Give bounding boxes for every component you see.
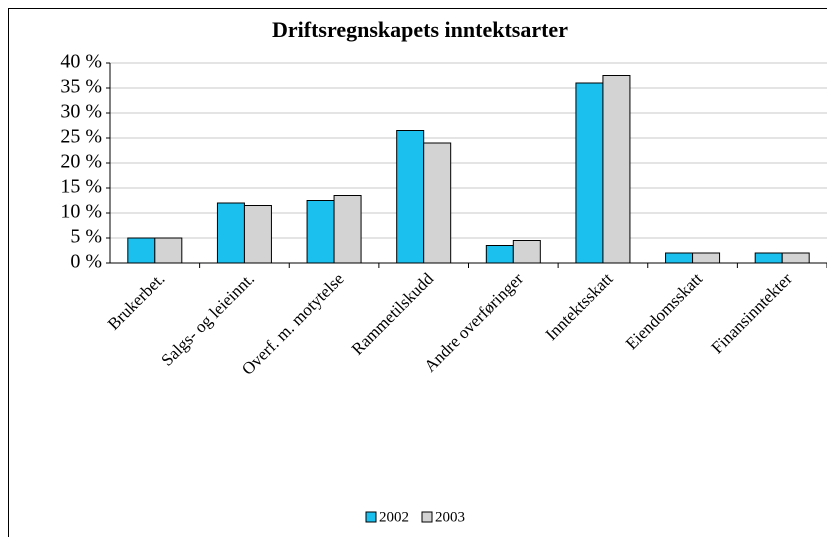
bar: [575, 82, 604, 264]
y-tick-label: 40 %: [60, 51, 102, 73]
legend-swatch: [421, 511, 433, 523]
legend-label: 2003: [435, 509, 465, 525]
bar: [216, 202, 245, 264]
bar: [306, 200, 335, 264]
bar: [243, 205, 272, 264]
y-tick-label: 10 %: [60, 201, 102, 223]
y-tick-label: 25 %: [60, 126, 102, 148]
y-tick-label: 15 %: [60, 176, 102, 198]
chart-frame: [8, 8, 827, 537]
legend-label: 2002: [379, 509, 409, 525]
bar: [692, 252, 721, 264]
y-tick-label: 0 %: [70, 251, 102, 273]
bar: [127, 237, 156, 264]
bar: [423, 142, 452, 264]
bar: [512, 240, 541, 264]
y-tick-label: 35 %: [60, 76, 102, 98]
y-tick-label: 20 %: [60, 151, 102, 173]
bar: [485, 245, 514, 264]
bar: [781, 252, 810, 264]
chart-title: Driftsregnskapets inntektsarter: [272, 17, 568, 42]
bar: [333, 195, 362, 264]
bar: [154, 237, 183, 264]
bar: [396, 130, 425, 264]
y-tick-label: 30 %: [60, 101, 102, 123]
bar: [602, 75, 631, 264]
bar: [665, 252, 694, 264]
legend-swatch: [365, 511, 377, 523]
y-tick-label: 5 %: [70, 226, 102, 248]
bar: [754, 252, 783, 264]
